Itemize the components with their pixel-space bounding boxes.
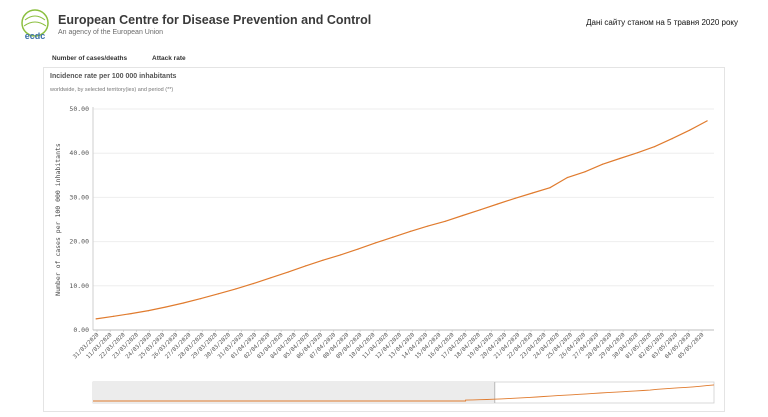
data-point <box>584 171 586 173</box>
data-point <box>427 225 429 227</box>
data-point <box>479 209 481 211</box>
org-subtitle: An agency of the European Union <box>58 29 164 36</box>
data-point <box>444 220 446 222</box>
y-tick-label: 0.00 <box>73 326 89 334</box>
series-line-incidence <box>96 120 708 320</box>
range-navigator-unselected <box>93 382 495 403</box>
data-point <box>130 313 132 315</box>
data-point <box>270 277 272 279</box>
header: ecdc European Centre for Disease Prevent… <box>0 0 768 48</box>
y-axis-label: Number of cases per 100 000 inhabitants <box>54 143 62 296</box>
data-point <box>339 254 342 256</box>
org-title: European Centre for Disease Prevention a… <box>58 13 372 27</box>
range-navigator-series <box>93 384 715 402</box>
data-point <box>113 315 115 317</box>
y-tick-label: 20.00 <box>69 238 89 246</box>
y-tick-label: 10.00 <box>69 282 89 290</box>
chart-panel: Incidence rate per 100 000 inhabitants w… <box>43 67 725 412</box>
data-point <box>235 288 237 290</box>
data-point <box>619 157 621 160</box>
data-point <box>165 306 167 308</box>
data-point <box>531 192 534 194</box>
data-point <box>357 248 359 250</box>
incidence-line-chart: 0.00 10.00 20.00 30.00 40.00 50.00 Number of c… <box>54 105 715 404</box>
data-point <box>392 236 394 238</box>
data-point <box>322 259 324 261</box>
data-point <box>305 265 307 267</box>
data-point <box>217 293 219 295</box>
data-point <box>636 152 638 154</box>
y-tick-label: 50.00 <box>69 105 89 113</box>
data-point <box>689 129 691 131</box>
data-point <box>497 203 499 205</box>
data-point <box>654 146 656 148</box>
data-point <box>287 271 289 273</box>
data-point <box>252 283 254 285</box>
data-point <box>706 120 708 122</box>
data-point <box>200 298 202 300</box>
y-tick-label: 40.00 <box>69 149 89 157</box>
data-point <box>374 242 376 244</box>
data-point <box>549 187 551 189</box>
data-point <box>182 302 184 304</box>
data-point <box>95 318 97 320</box>
ecdc-logo: ecdc <box>21 9 49 41</box>
chart-title: Incidence rate per 100 000 inhabitants <box>50 73 177 80</box>
data-point <box>671 138 673 140</box>
y-tick-label: 30.00 <box>69 193 89 201</box>
data-point <box>566 176 569 179</box>
chart-subtitle: worldwide, by selected territory(ies) an… <box>50 87 174 93</box>
tab-number-of-cases-deaths[interactable]: Number of cases/deaths <box>52 55 128 62</box>
data-point <box>514 197 516 199</box>
date-note: Дані сайту станом на 5 травня 2020 року <box>586 18 738 27</box>
tab-attack-rate[interactable]: Attack rate <box>144 53 242 68</box>
logo-text: ecdc <box>25 31 46 41</box>
data-point <box>409 230 411 232</box>
data-point <box>601 163 604 165</box>
data-point <box>462 214 464 217</box>
data-point <box>147 310 150 312</box>
